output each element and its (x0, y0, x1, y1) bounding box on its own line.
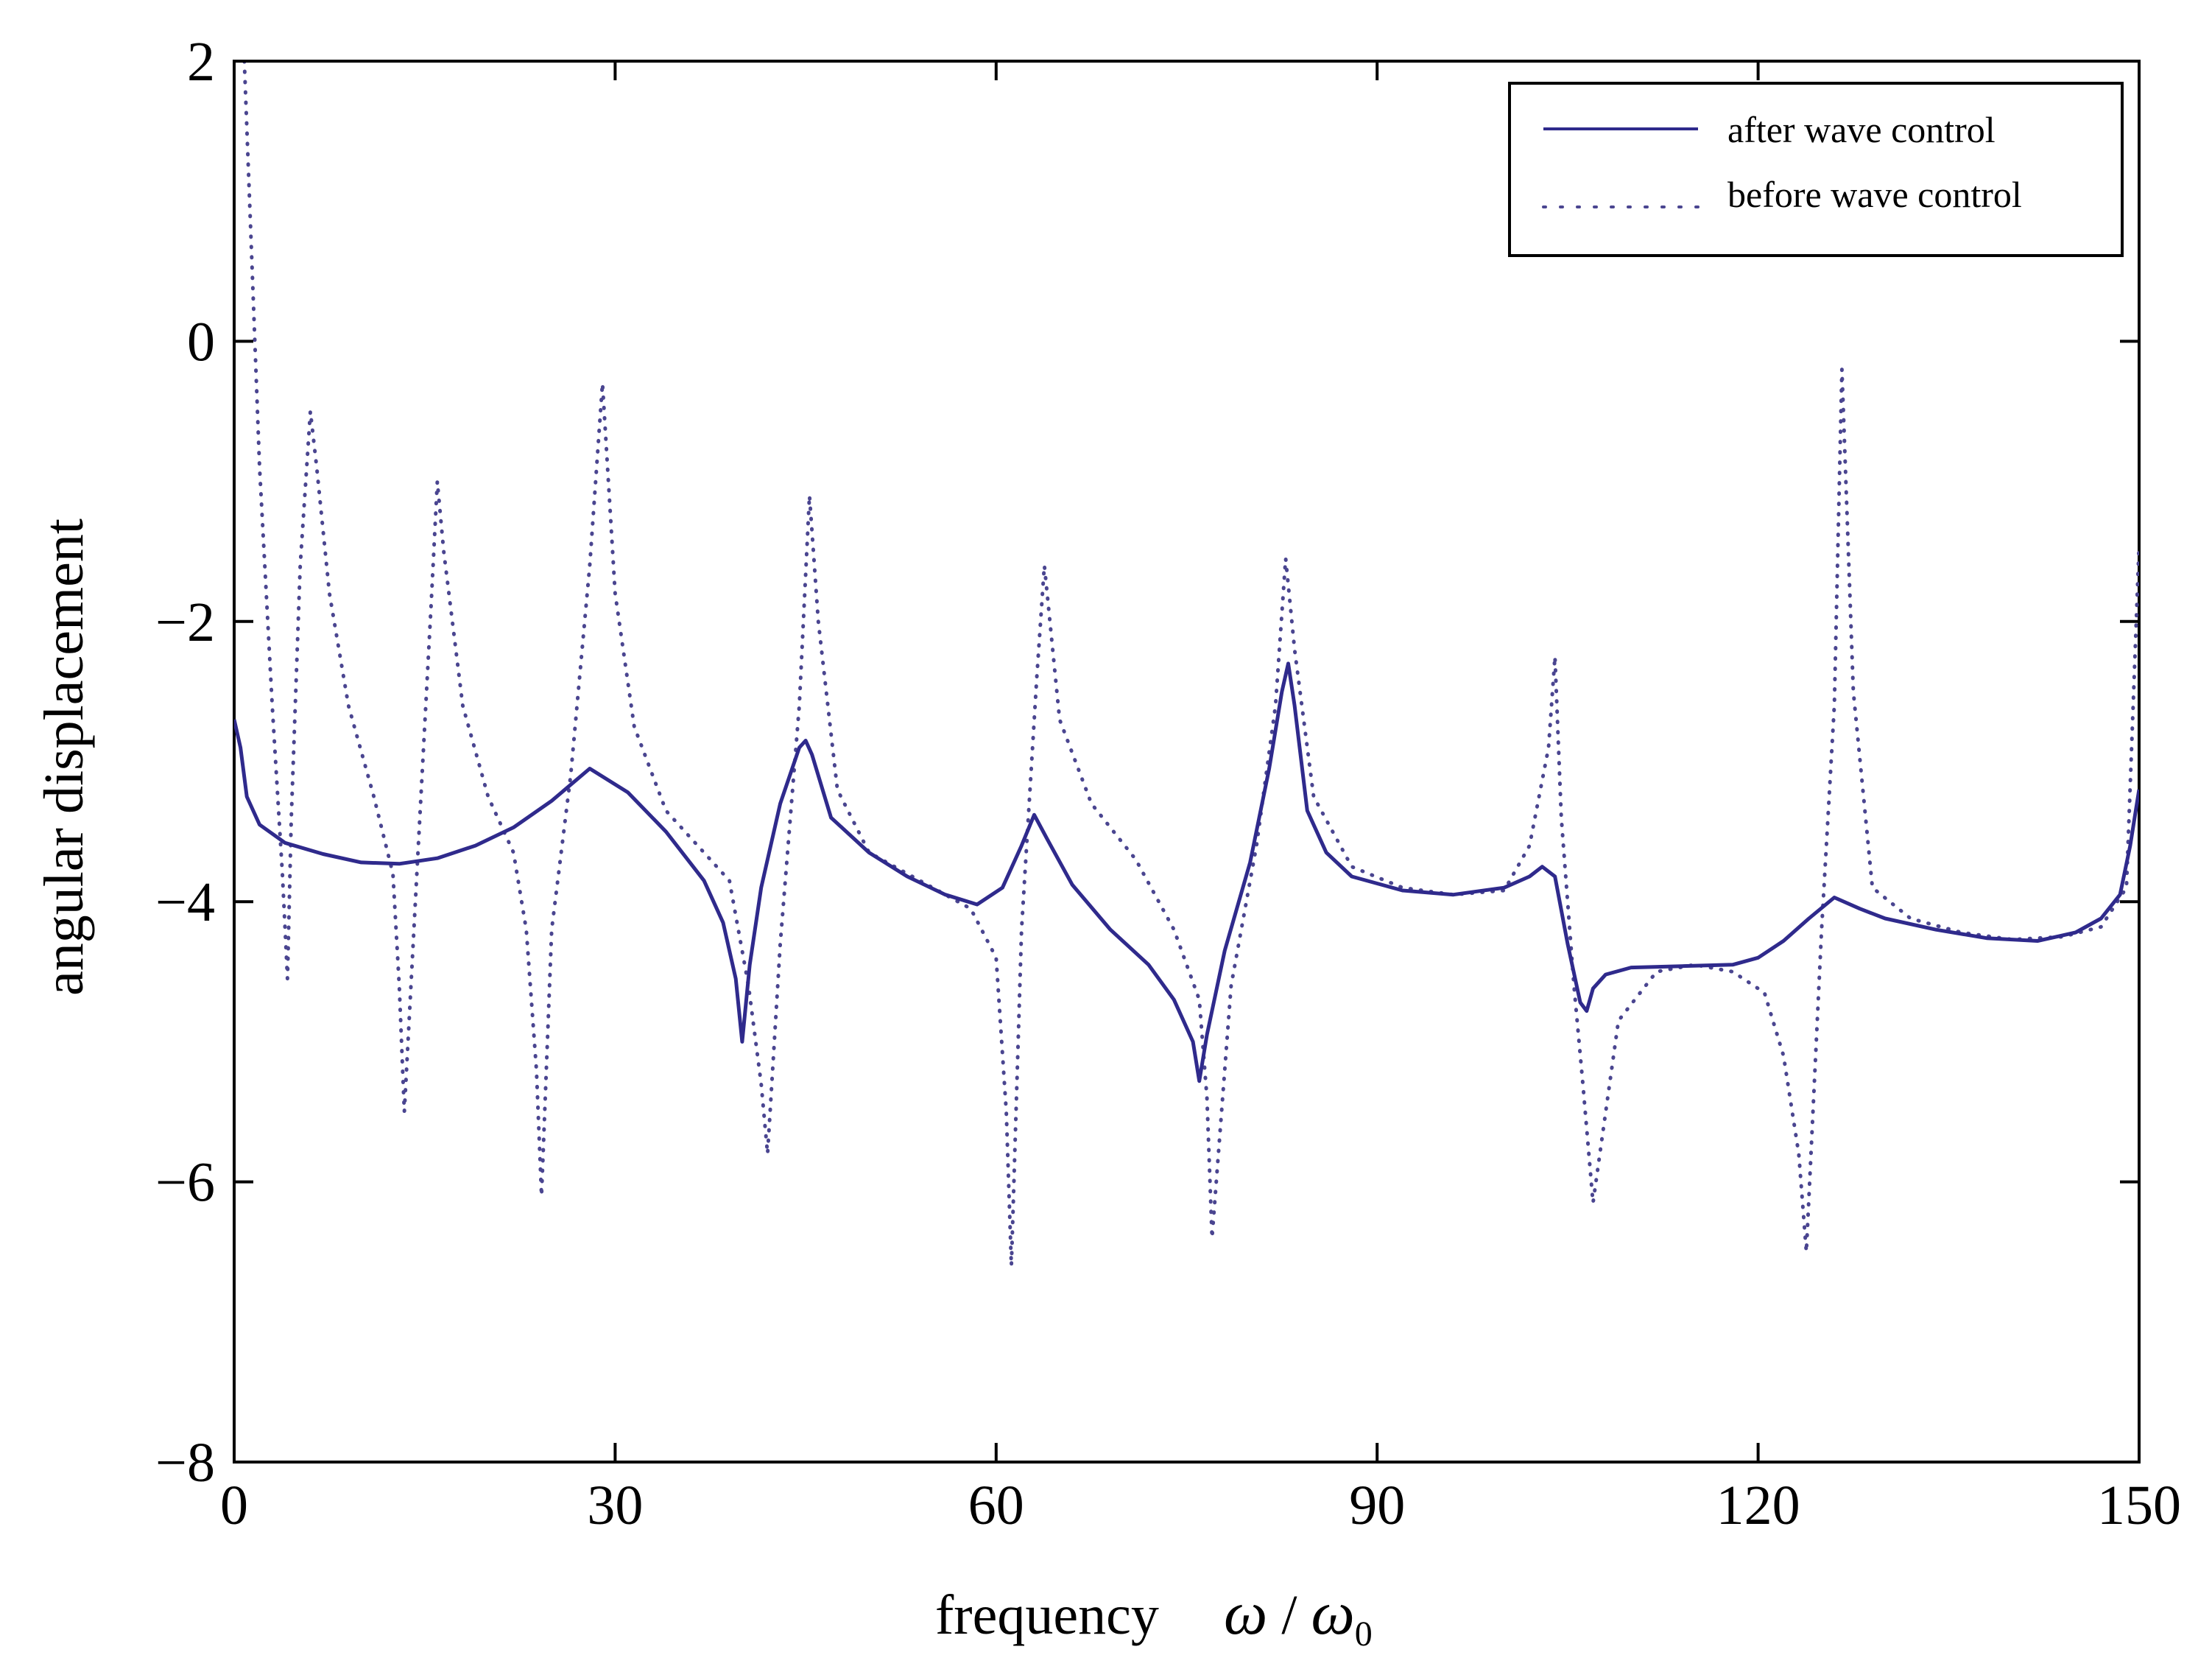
omega-symbol: ω (1224, 1579, 1267, 1648)
legend-box (1508, 82, 2124, 257)
legend: after wave control before wave control (1508, 82, 2124, 257)
series-layer (234, 61, 2139, 1268)
x-axis-label: frequency ω / ω0 (935, 1579, 1373, 1654)
plot-frame (233, 60, 2141, 1464)
x-tick-label: 0 (220, 1475, 248, 1536)
x-tick-label: 60 (968, 1475, 1024, 1536)
legend-label-after: after wave control (1727, 109, 1996, 150)
y-tick-label: −8 (155, 1432, 215, 1494)
slash-symbol: / (1267, 1584, 1311, 1646)
y-axis-label: angular displacement (33, 519, 95, 996)
x-axis-label-math: ω / ω0 (1224, 1579, 1373, 1654)
x-axis-label-text: frequency (935, 1584, 1159, 1646)
axis-ticks: 0 30 60 90 120 150 2 0 −2 −4 −6 −8 (155, 31, 2181, 1536)
y-tick-label: −2 (155, 591, 215, 653)
y-tick-label: 2 (187, 31, 215, 93)
series-after-wave-control (234, 661, 2139, 1083)
x-tick-label: 120 (1716, 1475, 1800, 1536)
x-tick-label: 30 (587, 1475, 643, 1536)
x-tick-label: 150 (2097, 1475, 2181, 1536)
omega-subscript: 0 (1355, 1614, 1373, 1654)
x-tick-label: 90 (1349, 1475, 1405, 1536)
legend-label-before: before wave control (1727, 174, 2022, 215)
y-tick-label: −4 (155, 871, 215, 933)
omega0-symbol: ω (1311, 1579, 1354, 1648)
plot-area (233, 60, 2141, 1464)
y-tick-label: 0 (187, 311, 215, 373)
y-tick-label: −6 (155, 1152, 215, 1214)
